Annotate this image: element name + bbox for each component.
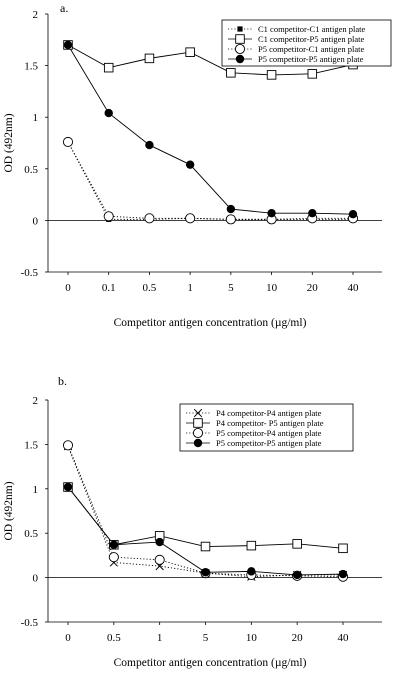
x-axis-label: Competitor antigen concentration (µg/ml) xyxy=(114,657,307,669)
y-tick-label: 0.5 xyxy=(24,164,38,176)
series-line xyxy=(67,44,354,215)
y-tick-label: 1 xyxy=(33,112,39,124)
x-tick-label: 0.1 xyxy=(102,282,116,294)
x-tick-label: 1 xyxy=(157,632,163,644)
data-point xyxy=(247,567,256,576)
data-point xyxy=(266,70,277,80)
y-tick-label: -0.5 xyxy=(21,617,39,629)
legend-entry: P5 competitor-P5 antigen plate xyxy=(216,438,322,448)
series-line xyxy=(67,141,353,220)
y-tick-label: 0 xyxy=(33,573,39,585)
legend-marker xyxy=(192,427,204,439)
chart-panel-b: b. -0.5 0 0.5 1 1.5 2 0 0.5 1 5 10 20 40 Competitor an… xyxy=(0,337,400,674)
data-point xyxy=(200,541,211,552)
data-point xyxy=(63,482,73,492)
legend-entry: P5 competitor-P5 antigen plate xyxy=(258,54,364,64)
x-axis-label: Competitor antigen concentration (µg/ml) xyxy=(114,317,307,329)
legend-entry: P4 competitor- P5 antigen plate xyxy=(216,418,324,428)
y-tick-label: 2 xyxy=(33,9,39,21)
y-axis-label: OD (492nm) xyxy=(3,481,15,540)
legend-entry: P4 competitor-P4 antigen plate xyxy=(216,408,322,418)
y-axis-label: OD (492nm) xyxy=(3,113,15,172)
data-point xyxy=(292,539,302,549)
data-point xyxy=(104,108,113,118)
y-tick-label: 0.5 xyxy=(24,528,38,540)
data-point xyxy=(185,160,195,169)
data-point xyxy=(185,213,196,224)
data-point xyxy=(144,53,155,64)
data-point xyxy=(292,570,302,580)
legend-marker xyxy=(193,438,203,448)
data-point xyxy=(267,208,276,218)
x-tick-label: 20 xyxy=(307,282,319,294)
data-point xyxy=(308,208,317,218)
legend-marker xyxy=(235,54,245,64)
x-tick-label: 0.5 xyxy=(107,632,121,644)
data-point xyxy=(185,47,195,57)
legend-box xyxy=(221,19,392,67)
x-tick-label: 20 xyxy=(292,632,304,644)
data-point xyxy=(103,211,114,222)
x-tick-label: 5 xyxy=(228,282,234,294)
data-point xyxy=(155,537,164,547)
data-point xyxy=(62,440,74,451)
data-point xyxy=(226,68,236,78)
series-line xyxy=(67,44,354,76)
legend-entry: P5 competitor-P4 antigen plate xyxy=(216,428,322,438)
chart-a: a.-0.500.511.520 0.1 0.5 1 5 10 20 40Competitor… xyxy=(3,1,392,329)
legend-marker xyxy=(193,408,203,418)
data-point xyxy=(63,40,73,50)
y-tick-label: 1.5 xyxy=(24,439,38,451)
x-tick-label: 40 xyxy=(348,282,360,294)
legend-marker xyxy=(193,418,203,428)
data-point xyxy=(307,69,318,79)
series-line xyxy=(67,486,344,576)
legend-entry: P5 competitor-C1 antigen plate xyxy=(258,44,365,54)
x-tick-label: 0 xyxy=(65,282,71,294)
y-tick-label: 0 xyxy=(33,215,39,227)
x-tick-label: 10 xyxy=(246,632,258,644)
data-point xyxy=(225,214,236,225)
data-point xyxy=(246,540,257,551)
y-tick-label: 1 xyxy=(33,484,39,496)
data-point xyxy=(145,140,154,150)
data-point xyxy=(144,213,155,224)
panel-label: b. xyxy=(58,374,67,388)
y-tick-label: -0.5 xyxy=(21,267,39,279)
x-tick-label: 10 xyxy=(266,282,278,294)
data-point xyxy=(62,136,74,148)
series-markers xyxy=(63,482,348,580)
series-markers xyxy=(63,442,348,581)
x-tick-label: 1 xyxy=(187,282,193,294)
data-point xyxy=(348,210,358,219)
series-markers xyxy=(62,440,349,582)
series-line xyxy=(67,141,353,220)
data-point xyxy=(108,552,119,563)
data-point xyxy=(201,568,210,577)
x-tick-label: 40 xyxy=(338,632,350,644)
legend-marker xyxy=(234,43,246,55)
legend-entry: C1 competitor-C1 antigen plate xyxy=(258,24,365,34)
y-tick-label: 2 xyxy=(33,395,39,407)
data-point xyxy=(109,540,119,549)
x-tick-label: 5 xyxy=(203,632,209,644)
data-point xyxy=(103,62,114,73)
data-point xyxy=(338,569,348,579)
data-point xyxy=(226,204,236,214)
data-point xyxy=(338,543,348,554)
y-tick-label: 1.5 xyxy=(24,61,38,73)
legend-marker xyxy=(235,34,245,44)
legend-marker xyxy=(237,26,243,32)
x-tick-label: 0.5 xyxy=(143,282,157,294)
legend-entry: C1 competitor-P5 antigen plate xyxy=(258,34,365,44)
panel-label: a. xyxy=(60,1,68,15)
chart-panel-a: a. -0.5 0 0.5 1 1.5 2 0 0.1 0.5 1 5 10 20 40 Competitor… xyxy=(3,1,392,329)
x-tick-label: 0 xyxy=(65,632,71,644)
series-markers xyxy=(63,40,358,219)
data-point xyxy=(154,554,165,565)
